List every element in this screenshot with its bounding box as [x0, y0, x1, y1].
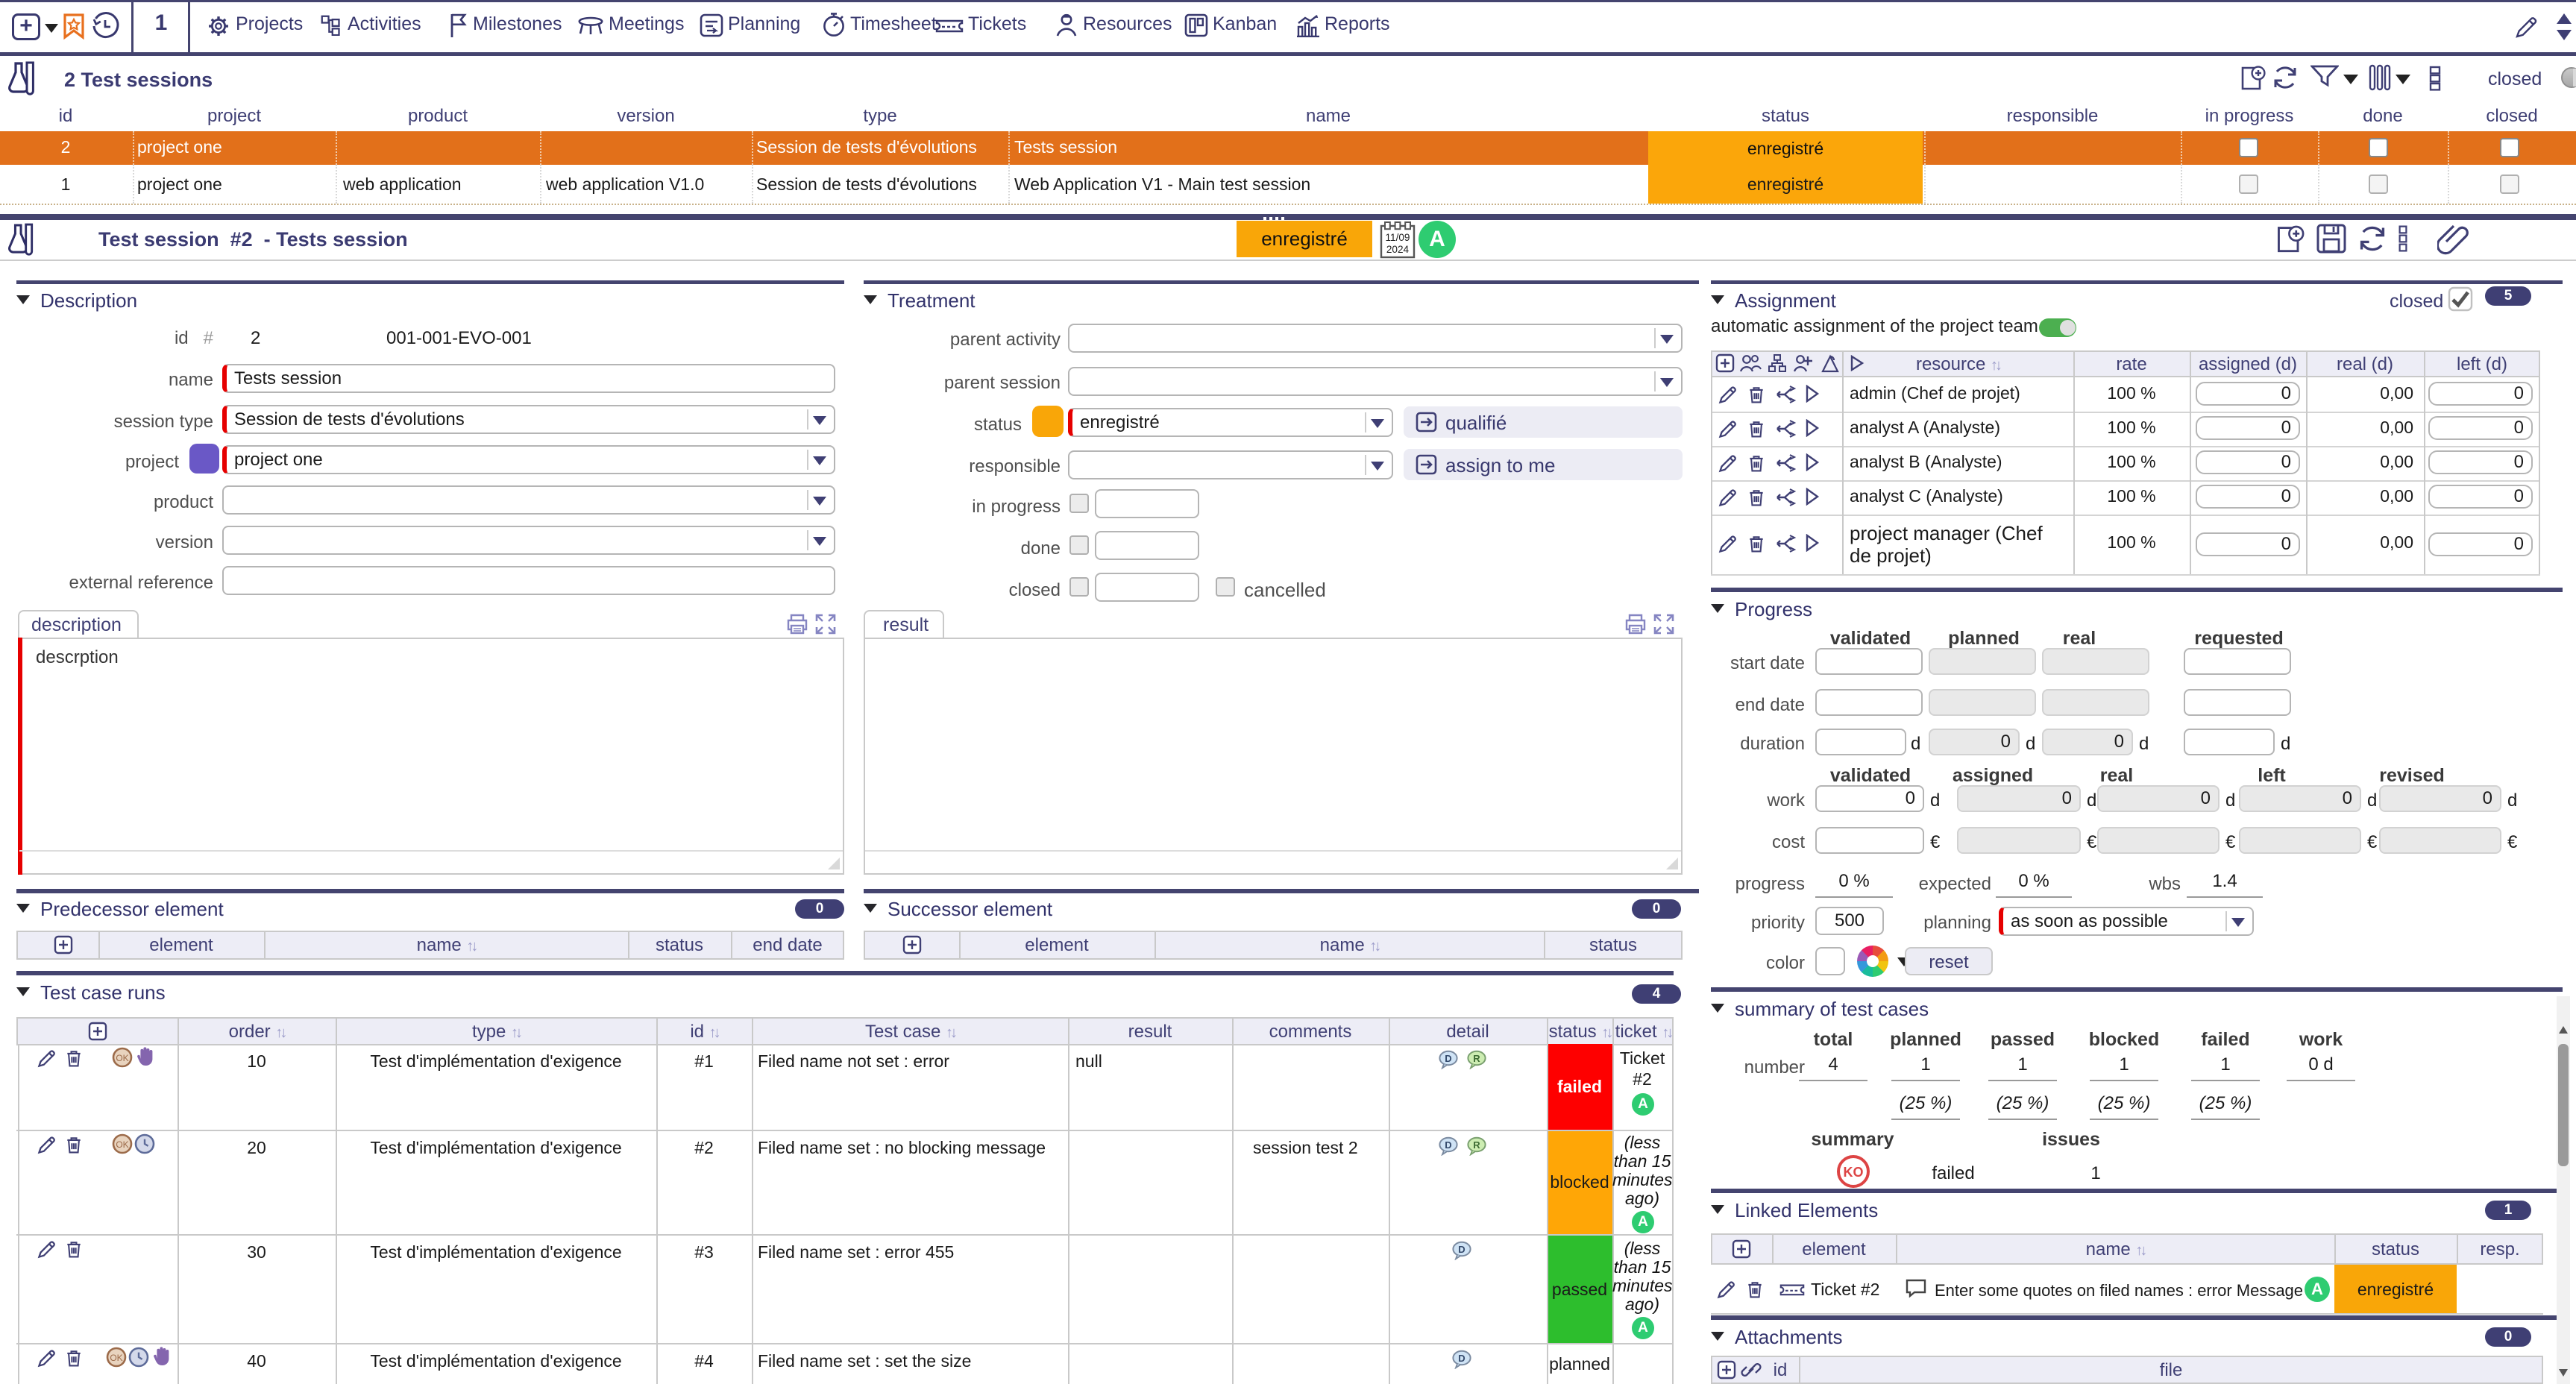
svg-text:R: R [1473, 1139, 1480, 1151]
svg-text:OK: OK [116, 1139, 128, 1150]
svg-text:OK: OK [110, 1353, 122, 1363]
svg-text:D: D [1445, 1053, 1451, 1064]
svg-text:D: D [1458, 1244, 1465, 1255]
svg-text:11/09: 11/09 [1385, 232, 1410, 243]
svg-text:2024: 2024 [1386, 244, 1410, 255]
svg-text:KO: KO [1844, 1165, 1864, 1180]
svg-text:D: D [1445, 1139, 1451, 1151]
svg-text:OK: OK [116, 1053, 128, 1063]
svg-text:D: D [1458, 1353, 1465, 1364]
svg-text:R: R [1473, 1053, 1480, 1064]
